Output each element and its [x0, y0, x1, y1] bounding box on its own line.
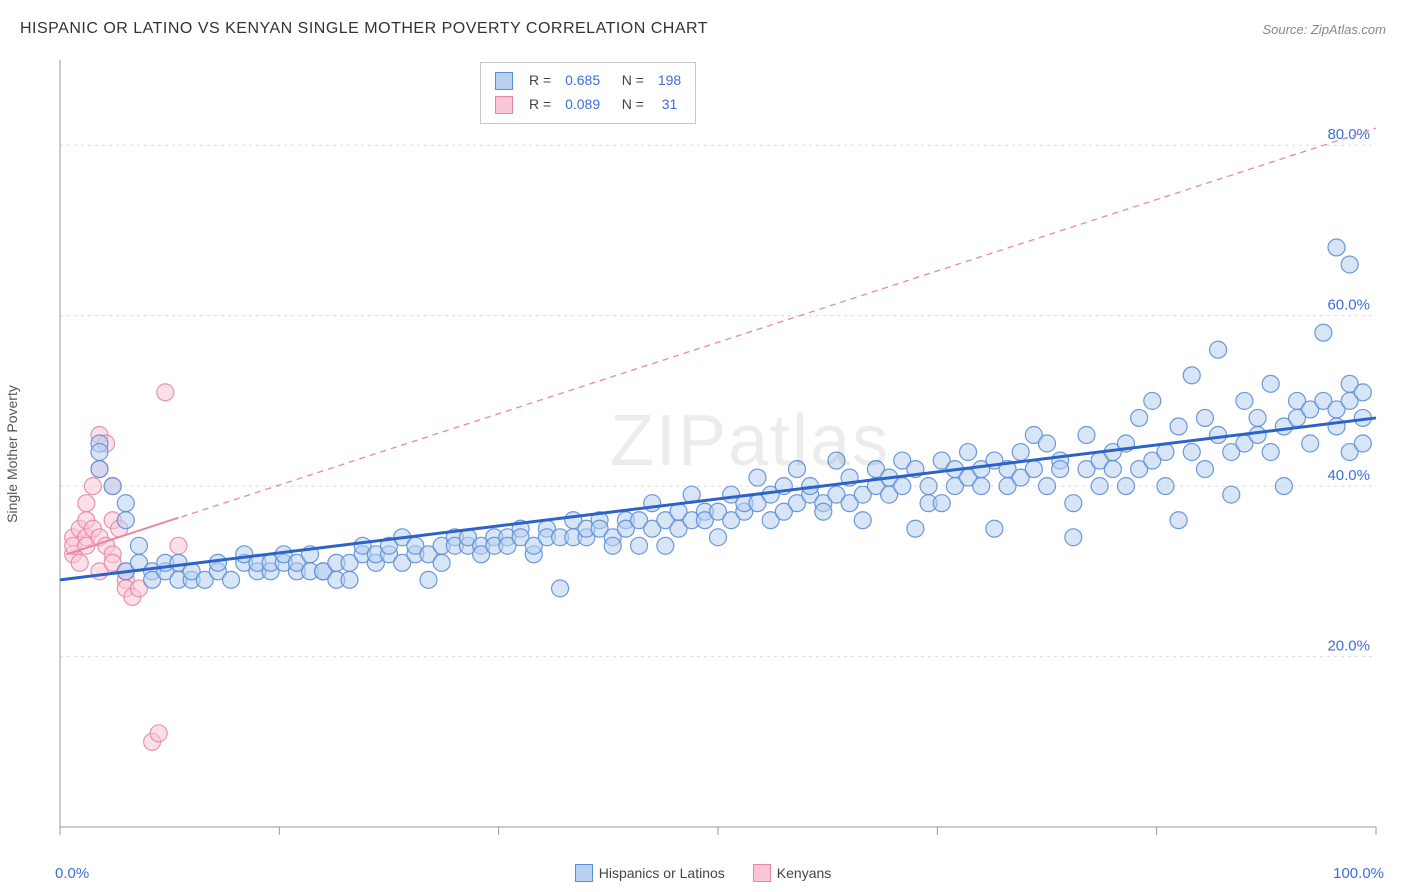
svg-text:60.0%: 60.0%	[1327, 297, 1370, 314]
legend-item-b: Kenyans	[753, 864, 831, 882]
legend-label-b: Kenyans	[777, 865, 831, 881]
correlation-legend: R = 0.685 N = 198 R = 0.089 N = 31	[480, 62, 696, 124]
source-prefix: Source:	[1262, 22, 1310, 37]
legend-row-a: R = 0.685 N = 198	[495, 69, 681, 93]
r-val-b: 0.089	[565, 93, 600, 117]
r-val-a: 0.685	[565, 69, 600, 93]
n-val-a: 198	[658, 69, 681, 93]
svg-text:20.0%: 20.0%	[1327, 638, 1370, 655]
n-label-a: N =	[610, 69, 648, 93]
legend-row-b: R = 0.089 N = 31	[495, 93, 681, 117]
r-label-b: R =	[529, 93, 555, 117]
source-value: ZipAtlas.com	[1311, 22, 1386, 37]
svg-text:40.0%: 40.0%	[1327, 467, 1370, 484]
r-label-a: R =	[529, 69, 555, 93]
swatch-bottom-a	[575, 864, 593, 882]
swatch-bottom-b	[753, 864, 771, 882]
swatch-a	[495, 72, 513, 90]
y-axis-title: Single Mother Poverty	[4, 385, 20, 523]
source-label: Source: ZipAtlas.com	[1262, 22, 1386, 37]
legend-item-a: Hispanics or Latinos	[575, 864, 725, 882]
bottom-legend: Hispanics or Latinos Kenyans	[0, 864, 1406, 882]
n-label-b: N =	[610, 93, 648, 117]
svg-text:80.0%: 80.0%	[1327, 126, 1370, 143]
scatter-plot: 20.0% 40.0% 60.0% 80.0%	[50, 50, 1386, 837]
chart-title: HISPANIC OR LATINO VS KENYAN SINGLE MOTH…	[20, 20, 708, 38]
legend-label-a: Hispanics or Latinos	[599, 865, 725, 881]
swatch-b	[495, 96, 513, 114]
n-val-b: 31	[658, 93, 677, 117]
chart-container: 20.0%40.0%60.0%80.0% ZIPatlas R = 0.685 …	[50, 50, 1386, 837]
